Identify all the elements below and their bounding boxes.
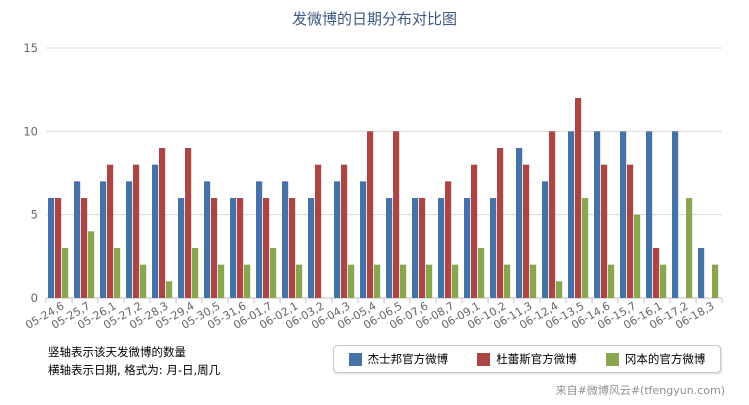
bar-1-13[interactable] [393,131,400,298]
x-axis-note: 横轴表示日期, 格式为: 月-日,周几 [48,363,221,377]
bar-0-11[interactable] [334,181,341,298]
legend-item-series-2[interactable]: 冈本的官方微博 [605,351,706,367]
bar-1-12[interactable] [367,131,374,298]
bar-1-10[interactable] [315,164,322,298]
bar-1-1[interactable] [81,198,88,298]
bar-2-9[interactable] [296,264,303,298]
bar-2-11[interactable] [348,264,355,298]
bar-1-3[interactable] [133,164,140,298]
bar-1-11[interactable] [341,164,348,298]
bar-1-5[interactable] [185,148,192,298]
legend: 杰士邦官方微博 杜蕾斯官方微博 冈本的官方微博 [333,345,721,373]
bar-0-8[interactable] [256,181,263,298]
y-tick-label: 15 [23,41,38,55]
bar-1-0[interactable] [55,198,62,298]
y-axis-ticks: 0 5 10 15 [23,41,38,305]
bar-2-19[interactable] [556,281,563,298]
bar-0-10[interactable] [308,198,315,298]
bar-2-22[interactable] [634,214,641,298]
bar-0-3[interactable] [126,181,133,298]
bar-0-15[interactable] [438,198,445,298]
bar-2-4[interactable] [166,281,173,298]
bar-2-12[interactable] [374,264,381,298]
bar-0-18[interactable] [516,148,523,298]
bar-0-19[interactable] [542,181,549,298]
bar-2-17[interactable] [504,264,511,298]
legend-label: 杰士邦官方微博 [367,352,449,366]
bar-1-9[interactable] [289,198,296,298]
bar-1-19[interactable] [549,131,556,298]
bar-2-24[interactable] [686,198,693,298]
bar-0-6[interactable] [204,181,211,298]
bar-0-13[interactable] [386,198,393,298]
legend-swatch [348,352,362,366]
bar-0-22[interactable] [620,131,627,298]
bar-1-2[interactable] [107,164,114,298]
source-credit: 来自#微博风云#(tfengyun.com) [555,384,725,397]
bar-2-16[interactable] [478,248,485,298]
chart-title: 发微博的日期分布对比图 [291,10,457,28]
y-axis-note: 竖轴表示该天发微博的数量 [48,345,186,359]
bar-0-0[interactable] [48,198,55,298]
bar-1-20[interactable] [575,98,582,298]
bar-2-25[interactable] [712,264,719,298]
bar-2-21[interactable] [608,264,615,298]
bar-1-6[interactable] [211,198,218,298]
bar-0-1[interactable] [74,181,81,298]
bar-series [48,98,719,298]
bar-2-18[interactable] [530,264,537,298]
bar-1-16[interactable] [471,164,478,298]
bar-2-20[interactable] [582,198,589,298]
bar-0-20[interactable] [568,131,575,298]
bar-0-12[interactable] [360,181,367,298]
legend-item-series-1[interactable]: 杜蕾斯官方微博 [477,351,577,367]
bar-0-23[interactable] [646,131,653,298]
legend-swatch [605,352,619,366]
bar-1-4[interactable] [159,148,166,298]
bar-0-4[interactable] [152,164,159,298]
legend-item-series-0[interactable]: 杰士邦官方微博 [348,351,449,367]
legend-swatch [477,352,491,366]
bar-0-2[interactable] [100,181,107,298]
bar-2-2[interactable] [114,248,121,298]
bar-2-6[interactable] [218,264,225,298]
y-tick-label: 10 [23,124,38,138]
bar-1-15[interactable] [445,181,452,298]
bar-2-14[interactable] [426,264,433,298]
bar-2-3[interactable] [140,264,147,298]
bar-2-5[interactable] [192,248,199,298]
bar-0-7[interactable] [230,198,237,298]
bar-2-1[interactable] [88,231,95,298]
bar-1-17[interactable] [497,148,504,298]
bar-0-5[interactable] [178,198,185,298]
bar-2-13[interactable] [400,264,407,298]
x-axis-ticks: 05-24,605-25,705-26,105-27,205-28,305-29… [23,298,723,332]
bar-0-24[interactable] [672,131,679,298]
bar-0-16[interactable] [464,198,471,298]
bar-1-23[interactable] [653,248,660,298]
bar-1-14[interactable] [419,198,426,298]
y-tick-label: 5 [31,208,38,222]
bar-0-17[interactable] [490,198,497,298]
bar-2-7[interactable] [244,264,251,298]
legend-label: 杜蕾斯官方微博 [496,352,577,366]
bar-2-23[interactable] [660,264,667,298]
bar-2-0[interactable] [62,248,69,298]
y-tick-label: 0 [31,291,38,305]
bar-0-9[interactable] [282,181,289,298]
bar-1-21[interactable] [601,164,608,298]
bar-1-7[interactable] [237,198,244,298]
bar-0-25[interactable] [698,248,705,298]
bar-1-18[interactable] [523,164,530,298]
bar-1-8[interactable] [263,198,270,298]
bar-0-21[interactable] [594,131,601,298]
bar-2-15[interactable] [452,264,459,298]
bar-2-8[interactable] [270,248,277,298]
bar-0-14[interactable] [412,198,419,298]
legend-label: 冈本的官方微博 [624,352,706,366]
bar-1-22[interactable] [627,164,634,298]
